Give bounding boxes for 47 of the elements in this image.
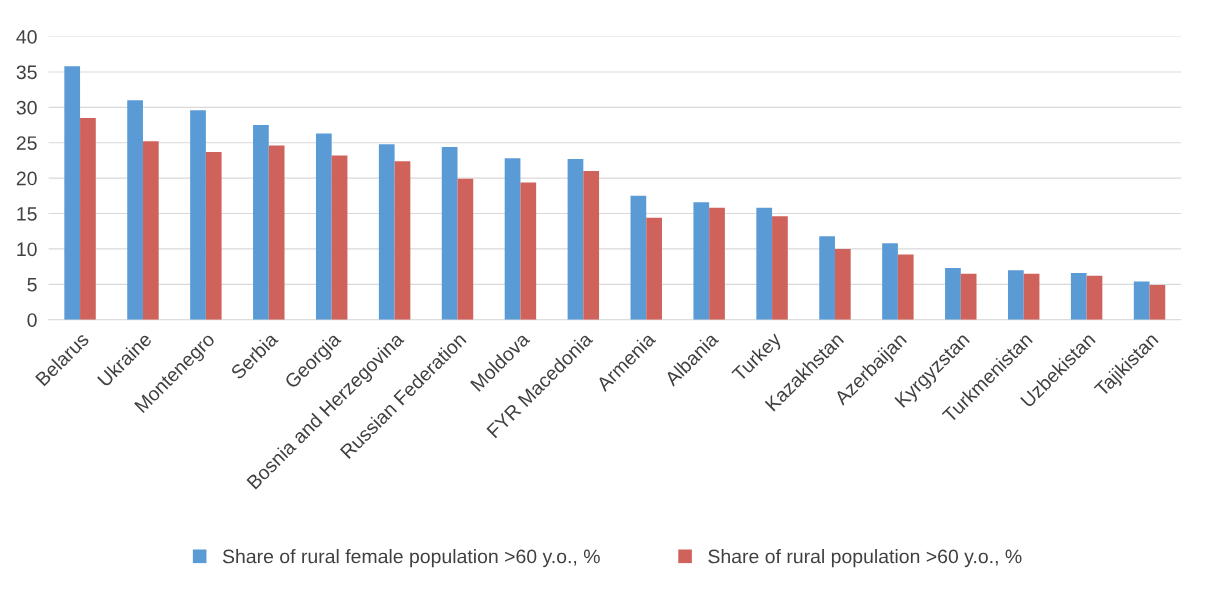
bar <box>268 145 285 320</box>
bar <box>504 158 521 320</box>
bar <box>315 133 332 320</box>
legend-label: Share of rural population >60 y.o., % <box>708 549 1022 568</box>
bar <box>1133 281 1150 320</box>
bar <box>1007 270 1024 320</box>
y-tick-label: 15 <box>17 207 37 221</box>
bar <box>80 117 96 320</box>
y-tick-label: 0 <box>27 313 37 327</box>
y-tick-label: 40 <box>16 30 37 44</box>
bar <box>520 182 537 320</box>
y-tick-label: 30 <box>16 100 37 115</box>
y-tick-label: 35 <box>16 65 37 80</box>
bar <box>567 159 584 320</box>
bar <box>205 151 222 320</box>
bar <box>190 110 206 320</box>
bar <box>756 207 773 320</box>
bar <box>819 236 835 320</box>
bar <box>772 216 788 320</box>
bar <box>693 202 710 320</box>
bar <box>834 248 851 320</box>
bar <box>1086 275 1103 320</box>
bar <box>709 207 725 320</box>
y-tick-label: 25 <box>16 136 37 150</box>
bar <box>127 100 143 320</box>
bar <box>457 178 474 320</box>
bar <box>1023 273 1040 320</box>
bar <box>1070 273 1087 320</box>
bar <box>441 146 458 320</box>
bar <box>882 243 898 320</box>
bar <box>142 141 159 320</box>
y-tick-label: 10 <box>17 242 37 257</box>
bar <box>331 155 348 320</box>
bar <box>945 268 961 320</box>
bar <box>583 171 600 320</box>
bar <box>960 273 977 320</box>
bar <box>646 217 662 320</box>
bar <box>394 161 411 320</box>
y-tick-label: 20 <box>16 171 37 186</box>
legend-label: Share of rural female population >60 y.o., % <box>222 549 600 568</box>
bar <box>897 254 914 320</box>
bar <box>630 195 647 320</box>
y-tick-label: 5 <box>27 278 37 292</box>
bar <box>253 125 269 320</box>
bar <box>1149 285 1166 320</box>
bar <box>378 144 395 320</box>
bar <box>64 66 81 320</box>
